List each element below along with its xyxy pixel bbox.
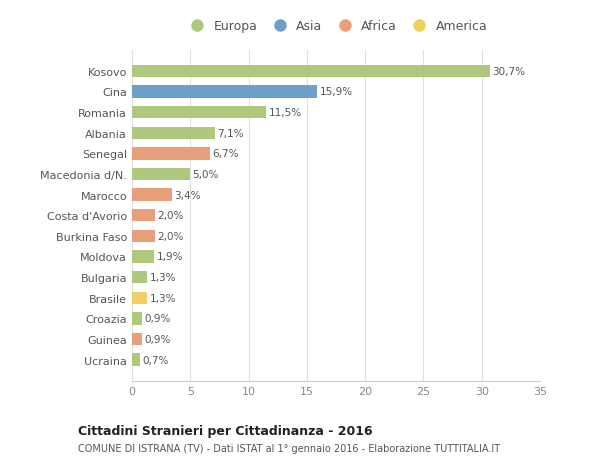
- Text: 3,4%: 3,4%: [174, 190, 200, 200]
- Text: 11,5%: 11,5%: [268, 108, 302, 118]
- Bar: [132, 168, 190, 181]
- Text: 1,3%: 1,3%: [149, 293, 176, 303]
- Bar: [132, 353, 140, 366]
- Bar: [132, 66, 490, 78]
- Bar: [132, 230, 155, 242]
- Bar: [132, 313, 142, 325]
- Bar: [132, 86, 317, 98]
- Text: 15,9%: 15,9%: [320, 87, 353, 97]
- Bar: [132, 333, 142, 345]
- Text: Cittadini Stranieri per Cittadinanza - 2016: Cittadini Stranieri per Cittadinanza - 2…: [78, 424, 373, 437]
- Text: 1,9%: 1,9%: [157, 252, 183, 262]
- Bar: [132, 106, 266, 119]
- Text: 0,9%: 0,9%: [145, 313, 171, 324]
- Legend: Europa, Asia, Africa, America: Europa, Asia, Africa, America: [185, 20, 487, 34]
- Text: 1,3%: 1,3%: [149, 273, 176, 282]
- Bar: [132, 210, 155, 222]
- Bar: [132, 251, 154, 263]
- Bar: [132, 127, 215, 140]
- Bar: [132, 148, 210, 160]
- Text: 2,0%: 2,0%: [158, 211, 184, 221]
- Bar: [132, 189, 172, 202]
- Bar: [132, 271, 147, 284]
- Text: 7,1%: 7,1%: [217, 129, 244, 139]
- Text: 5,0%: 5,0%: [193, 169, 219, 179]
- Text: 2,0%: 2,0%: [158, 231, 184, 241]
- Text: 6,7%: 6,7%: [212, 149, 239, 159]
- Text: 0,7%: 0,7%: [142, 355, 169, 365]
- Bar: [132, 292, 147, 304]
- Text: COMUNE DI ISTRANA (TV) - Dati ISTAT al 1° gennaio 2016 - Elaborazione TUTTITALIA: COMUNE DI ISTRANA (TV) - Dati ISTAT al 1…: [78, 443, 500, 453]
- Text: 0,9%: 0,9%: [145, 334, 171, 344]
- Text: 30,7%: 30,7%: [492, 67, 525, 77]
